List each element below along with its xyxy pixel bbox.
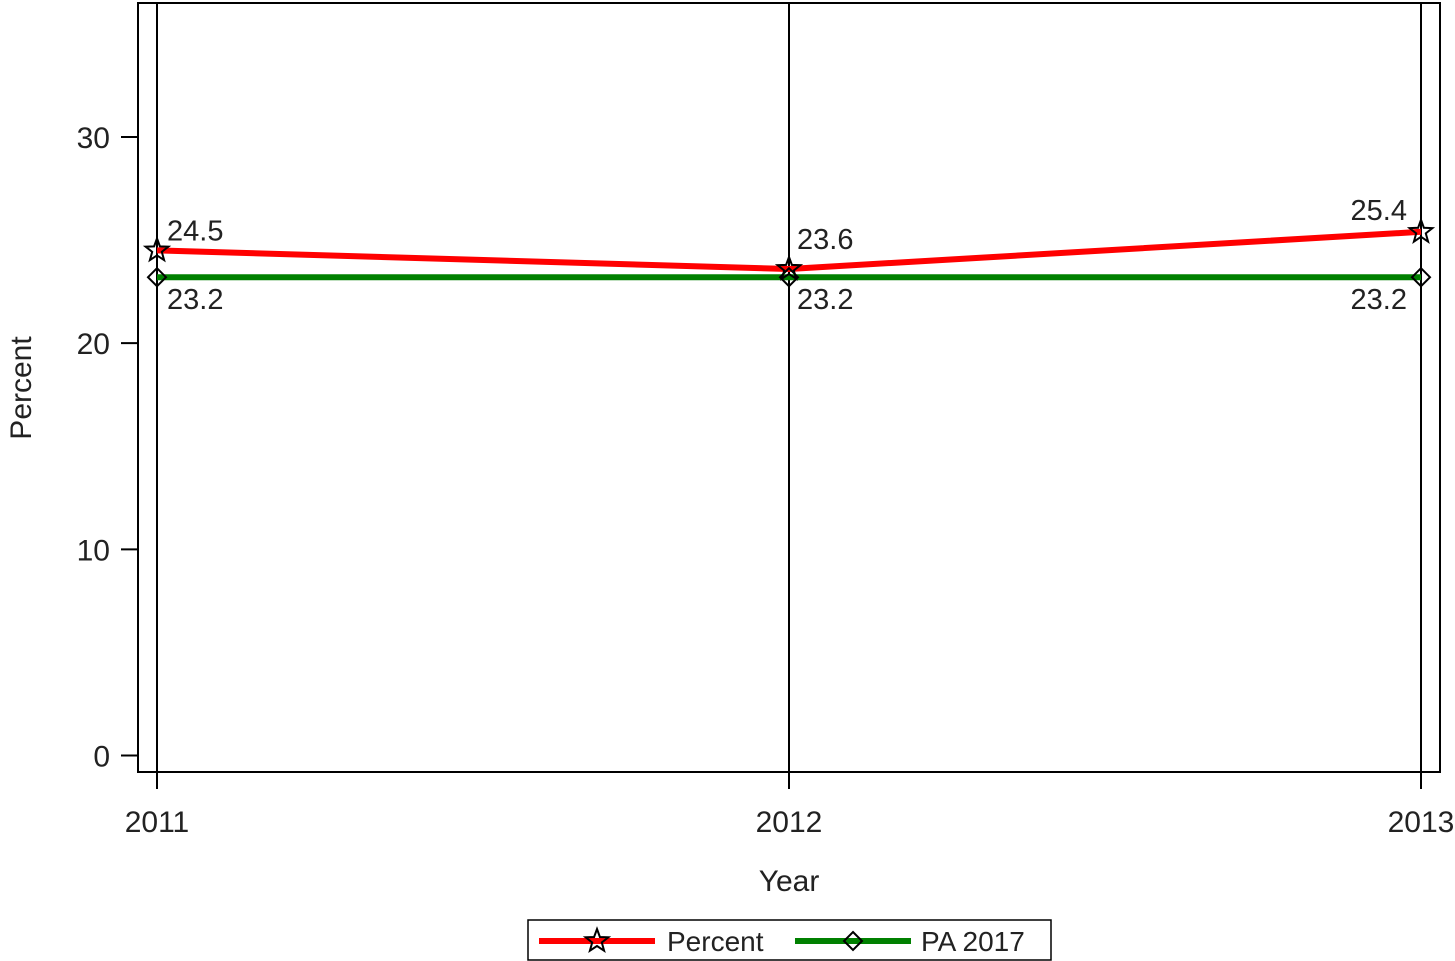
x-axis-title: Year: [759, 865, 820, 898]
vertical-grid-lines: [156, 3, 1422, 772]
data-label: 23.2: [1351, 284, 1407, 316]
star-marker-icon: [774, 254, 804, 282]
star-marker-icon: [142, 235, 172, 263]
y-axis-title: Percent: [5, 336, 38, 440]
x-tick-label: 2011: [125, 806, 190, 839]
star-icon: [582, 926, 612, 954]
x-tick-label: 2013: [1388, 806, 1455, 839]
series-group: [142, 216, 1436, 288]
diamond-icon: [842, 930, 864, 952]
star-marker-icon: [1406, 216, 1436, 244]
diamond-marker-icon: [146, 266, 168, 288]
y-tick-label: 10: [77, 534, 110, 567]
data-label: 23.6: [797, 224, 853, 256]
legend-label-percent: Percent: [667, 926, 764, 957]
legend: Percent PA 2017: [527, 919, 1052, 961]
y-axis: 0 10 20 30: [77, 122, 138, 774]
diamond-marker-icon: [1410, 266, 1432, 288]
legend-label-pa2017: PA 2017: [921, 926, 1025, 957]
x-tick-label: 2012: [756, 806, 823, 839]
data-label: 23.2: [797, 284, 853, 316]
y-tick-label: 30: [77, 122, 110, 155]
data-label: 24.5: [167, 215, 223, 247]
data-label: 23.2: [167, 284, 223, 316]
y-tick-label: 0: [93, 741, 110, 774]
data-labels: 24.5 23.6 25.4 23.2 23.2 23.2: [167, 195, 1407, 316]
y-tick-label: 20: [77, 328, 110, 361]
data-label: 25.4: [1351, 195, 1407, 227]
x-axis: 2011 2012 2013: [125, 772, 1455, 839]
